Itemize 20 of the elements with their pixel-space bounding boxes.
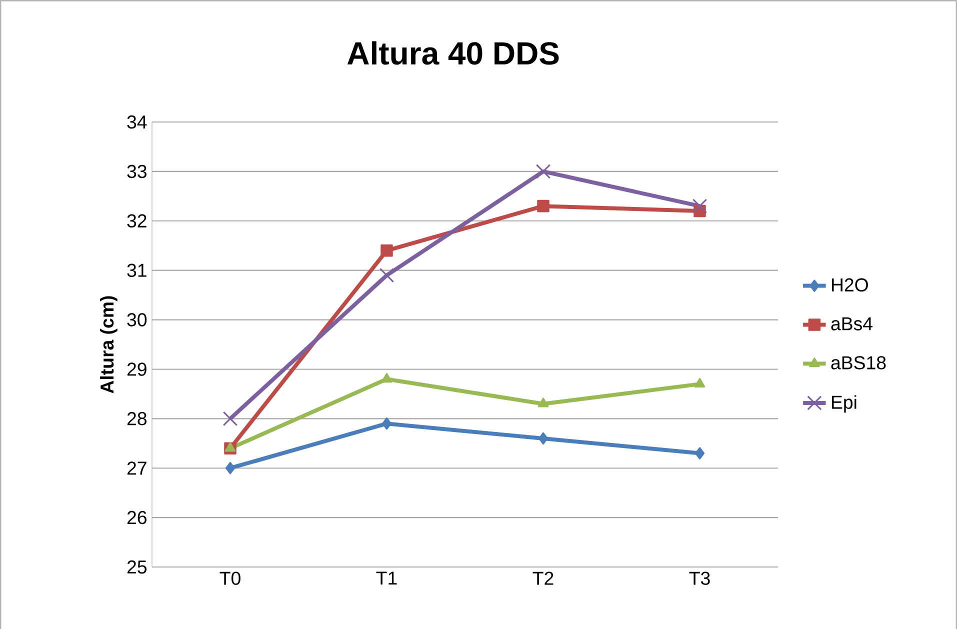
legend-label: aBS18 [831, 356, 886, 370]
y-tick-label: 30 [127, 313, 147, 326]
x-tick-label: T2 [532, 572, 554, 585]
y-tick-label: 28 [127, 412, 146, 426]
y-tick-label: 25 [127, 560, 147, 574]
y-tick-label: 32 [127, 214, 146, 228]
x-tick-label: T0 [220, 572, 240, 585]
y-tick-label: 31 [127, 264, 146, 277]
y-tick-label: 33 [127, 164, 146, 178]
chart-title: Altura 40 DDS [347, 41, 559, 65]
x-tick-label: T1 [376, 572, 397, 585]
y-tick-label: 29 [127, 362, 146, 376]
x-tick-label: T3 [689, 572, 710, 585]
legend-label: H2O [832, 278, 868, 292]
legend-label: aBs4 [831, 317, 872, 330]
y-tick-label: 27 [127, 462, 146, 475]
legend-label: Epi [832, 395, 856, 413]
y-tick-label: 26 [127, 510, 146, 524]
y-axis-title: Altura (cm) [100, 296, 118, 394]
y-tick-label: 34 [127, 115, 147, 129]
